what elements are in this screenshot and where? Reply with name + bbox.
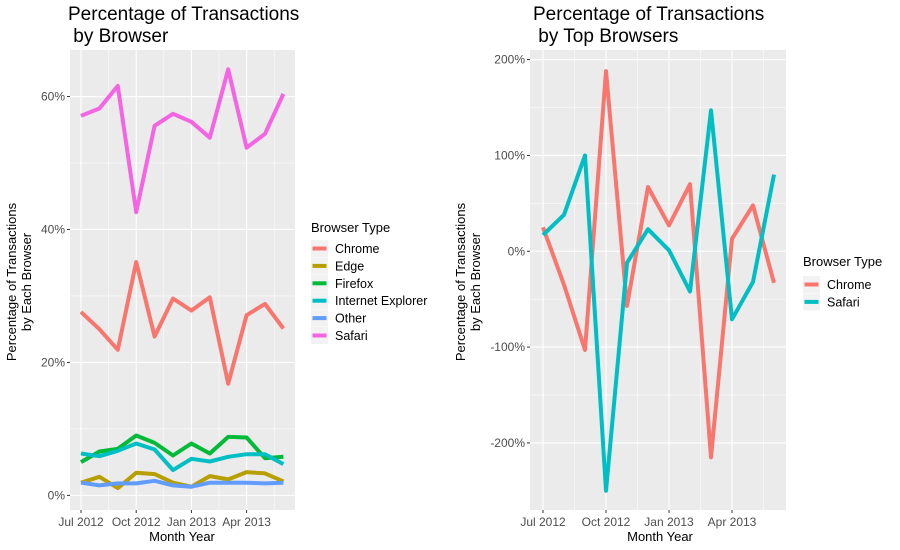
legend-item-safari: Safari [311,327,368,344]
series-line-other [80,478,284,489]
x-tick-label: Jul 2012 [520,515,566,529]
x-axis: Jul 2012 Oct 2012 Jan 2013 Apr 2013 [520,510,757,529]
legend-items: Chrome Edge Firefox Internet Explorer Other S… [311,240,427,344]
plot-panel [70,50,295,510]
x-tick-label: Apr 2013 [222,515,271,529]
legend-label: Firefox [335,277,374,291]
y-tick-label: -100% [490,340,525,354]
legend-label: Internet Explorer [335,294,427,308]
x-tick-label: Jan 2013 [167,515,217,529]
x-tick-label: Apr 2013 [708,515,757,529]
legend-label: Safari [827,295,860,309]
y-axis-title-line-2: by Each Browser [468,232,483,331]
chart-top-browsers: Percentage of Transactions by Top Browse… [453,4,882,544]
chart-browser-share: Percentage of Transactions by Browser 0%… [4,4,427,544]
legend-label: Safari [335,329,368,343]
y-axis-title-line-1: Percentage of Transactions [4,202,19,361]
series-line-internet-explorer [80,441,285,473]
series-line-safari [541,108,776,493]
series-line-chrome [541,69,776,460]
x-tick-label: Oct 2012 [582,515,631,529]
y-tick-label: 0% [508,244,526,258]
x-tick-label: Oct 2012 [112,515,161,529]
legend-item-other: Other [311,309,366,327]
series-lines [541,69,776,493]
x-tick-label: Jan 2013 [644,515,694,529]
y-tick-label: 200% [494,53,525,67]
legend-label: Other [335,312,366,326]
legend-items: Chrome Safari [803,276,872,311]
y-tick-label: 100% [494,148,525,162]
y-axis-title-line-1: Percentage of Transactions [453,202,468,361]
x-axis-title: Month Year [627,529,693,544]
legend-item-chrome: Chrome [803,276,872,293]
x-tick-label: Jul 2012 [58,515,104,529]
y-axis: 0% 20% 40% 60% [41,90,70,502]
y-tick-label: 0% [48,488,66,502]
legend-item-edge: Edge [311,257,364,275]
chart-title-line-1: Percentage of Transactions [68,4,299,25]
legend-item-chrome: Chrome [311,240,380,257]
y-tick-label: 20% [41,355,65,369]
y-tick-label: 40% [41,222,65,236]
legend-item-firefox: Firefox [311,274,374,292]
legend-item-internet-explorer: Internet Explorer [311,292,427,310]
series-line-firefox [80,433,284,464]
y-tick-label: 60% [41,90,65,104]
chart-title-line-2: by Top Browsers [533,26,678,47]
series-line-chrome [79,260,286,386]
series-lines [79,67,286,491]
plot-panel [530,50,786,510]
legend-item-safari: Safari [803,293,860,311]
legend-title: Browser Type [803,254,882,269]
chart-title-line-2: by Browser [68,26,169,47]
legend: Browser Type Chrome Edge Firefox Internet E… [311,220,427,344]
y-tick-label: -200% [490,436,525,450]
gridlines [70,50,295,510]
legend-title: Browser Type [311,220,390,235]
series-line-safari [80,67,286,215]
x-axis-title: Month Year [149,529,215,544]
chart-title-line-1: Percentage of Transactions [533,4,764,25]
legend: Browser Type Chrome Safari [803,254,882,311]
y-axis: -200% -100% 0% 100% 200% [490,53,530,450]
x-axis: Jul 2012 Oct 2012 Jan 2013 Apr 2013 [58,510,271,529]
legend-label: Chrome [827,278,872,292]
y-axis-title-line-2: by Each Browser [19,232,34,331]
legend-label: Chrome [335,242,380,256]
legend-label: Edge [335,259,364,273]
